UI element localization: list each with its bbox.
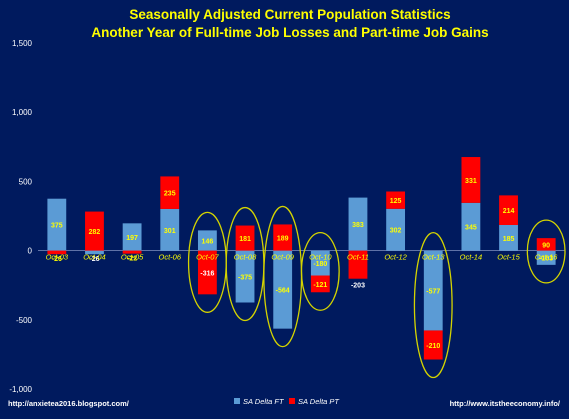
legend-swatch-ft xyxy=(234,398,240,404)
x-axis: Oct-03 Oct-04 Oct-05 Oct-06 Oct-07 Oct-08 Oct-… xyxy=(46,253,559,262)
x-tick-label: Oct-04 xyxy=(83,253,106,262)
bar-ft xyxy=(47,198,67,251)
data-label-ft: -180 xyxy=(313,261,327,268)
bar-pt xyxy=(461,157,481,203)
bar-ft xyxy=(197,230,217,251)
data-label-pt: -203 xyxy=(351,283,365,290)
bar-pt xyxy=(273,224,293,251)
bar-pt xyxy=(160,176,180,209)
data-label-pt: 235 xyxy=(164,191,176,198)
bar-ft xyxy=(461,202,481,251)
data-label-pt: 214 xyxy=(503,208,515,215)
data-label-pt: 181 xyxy=(239,236,251,243)
data-label-ft: -103 xyxy=(539,256,553,263)
bars-layer xyxy=(47,157,556,360)
y-tick-label: -500 xyxy=(16,316,33,325)
y-tick-label: 1,000 xyxy=(12,108,33,117)
y-tick-label: 1,500 xyxy=(12,39,33,48)
bar-pt xyxy=(235,225,255,251)
bar-pt xyxy=(85,211,104,251)
data-label-pt: 125 xyxy=(390,198,402,205)
bar-pt xyxy=(536,238,556,251)
data-label-ft: 146 xyxy=(202,238,214,245)
bar-pt xyxy=(310,275,330,293)
data-label-pt: -210 xyxy=(426,343,440,350)
bar-ft xyxy=(348,197,368,251)
bar-pt xyxy=(348,250,368,279)
bar-ft xyxy=(499,224,518,251)
bar-pt xyxy=(386,191,406,209)
x-tick-label: Oct-13 xyxy=(422,253,445,262)
legend-label-ft: SA Delta FT xyxy=(243,397,285,406)
x-tick-label: Oct-06 xyxy=(158,253,181,262)
bar-pt xyxy=(499,195,518,225)
legend-label-pt: SA Delta PT xyxy=(298,397,340,406)
x-tick-label: Oct-07 xyxy=(196,253,219,262)
data-label-pt: 90 xyxy=(542,242,550,249)
y-tick-label: -1,000 xyxy=(9,385,32,394)
bar-pt xyxy=(197,250,217,295)
bar-ft xyxy=(386,208,406,251)
y-axis: 1,500 1,000 500 0 -500 -1,000 xyxy=(9,39,32,394)
data-label-ft: 185 xyxy=(503,236,515,243)
highlight-ellipse xyxy=(300,231,340,311)
x-tick-label: Oct-05 xyxy=(121,253,144,262)
x-tick-label: Oct-03 xyxy=(46,253,69,262)
data-label-ft: -564 xyxy=(276,288,290,295)
data-label-ft: 301 xyxy=(164,228,176,235)
x-tick-label: Oct-09 xyxy=(271,253,294,262)
bar-ft xyxy=(235,250,255,303)
chart-title: Seasonally Adjusted Current Population S… xyxy=(129,7,450,22)
bar-ft xyxy=(85,250,104,255)
bar-pt xyxy=(122,250,142,254)
data-label-pt: -22 xyxy=(127,256,137,263)
x-tick-label: Oct-12 xyxy=(384,253,407,262)
data-label-pt: 282 xyxy=(89,229,101,236)
data-label-ft: 375 xyxy=(51,223,63,230)
x-tick-label: Oct-11 xyxy=(347,253,369,262)
highlight-ellipse xyxy=(526,219,566,284)
data-label-ft: 383 xyxy=(352,222,364,229)
data-label-pt: -316 xyxy=(200,270,214,277)
x-tick-label: Oct-08 xyxy=(234,253,257,262)
footer-left-link[interactable]: http://anxietea2016.blogspot.com/ xyxy=(8,399,130,408)
data-label-ft: -577 xyxy=(426,289,440,296)
legend: SA Delta FT SA Delta PT xyxy=(234,397,340,406)
bar-ft xyxy=(122,223,142,251)
y-tick-label: 500 xyxy=(19,177,33,186)
bar-pt xyxy=(47,250,67,255)
x-tick-label: Oct-16 xyxy=(535,253,558,262)
y-tick-label: 0 xyxy=(28,247,33,256)
data-label-pt: -26 xyxy=(52,256,62,263)
data-label-ft: 197 xyxy=(126,235,138,242)
highlight-ellipses xyxy=(187,205,566,379)
footer-right-link[interactable]: http://www.itstheeconomy.info/ xyxy=(450,399,561,408)
data-label-pt: 189 xyxy=(277,236,289,243)
chart-subtitle: Another Year of Full-time Job Losses and… xyxy=(91,25,488,40)
highlight-ellipse xyxy=(413,231,453,379)
bar-ft xyxy=(273,250,293,329)
x-tick-label: Oct-15 xyxy=(497,253,520,262)
data-label-pt: -121 xyxy=(313,282,327,289)
data-label-ft: 345 xyxy=(465,225,477,232)
data-label-ft: -26 xyxy=(89,256,99,263)
data-labels-layer: 375 -26 -26 282 197 -22 301 235 146 -316 -375 181 -5… xyxy=(51,178,553,350)
bar-ft xyxy=(310,250,330,276)
x-tick-label: Oct-14 xyxy=(460,253,483,262)
bar-pt xyxy=(423,330,443,360)
bar-ft xyxy=(423,250,443,331)
x-tick-label: Oct-10 xyxy=(309,253,332,262)
bar-ft xyxy=(536,250,556,265)
data-label-ft: 302 xyxy=(390,228,402,235)
data-label-pt: 331 xyxy=(465,178,477,185)
legend-swatch-pt xyxy=(289,398,295,404)
bar-ft xyxy=(160,208,180,251)
data-label-ft: -375 xyxy=(238,275,252,282)
